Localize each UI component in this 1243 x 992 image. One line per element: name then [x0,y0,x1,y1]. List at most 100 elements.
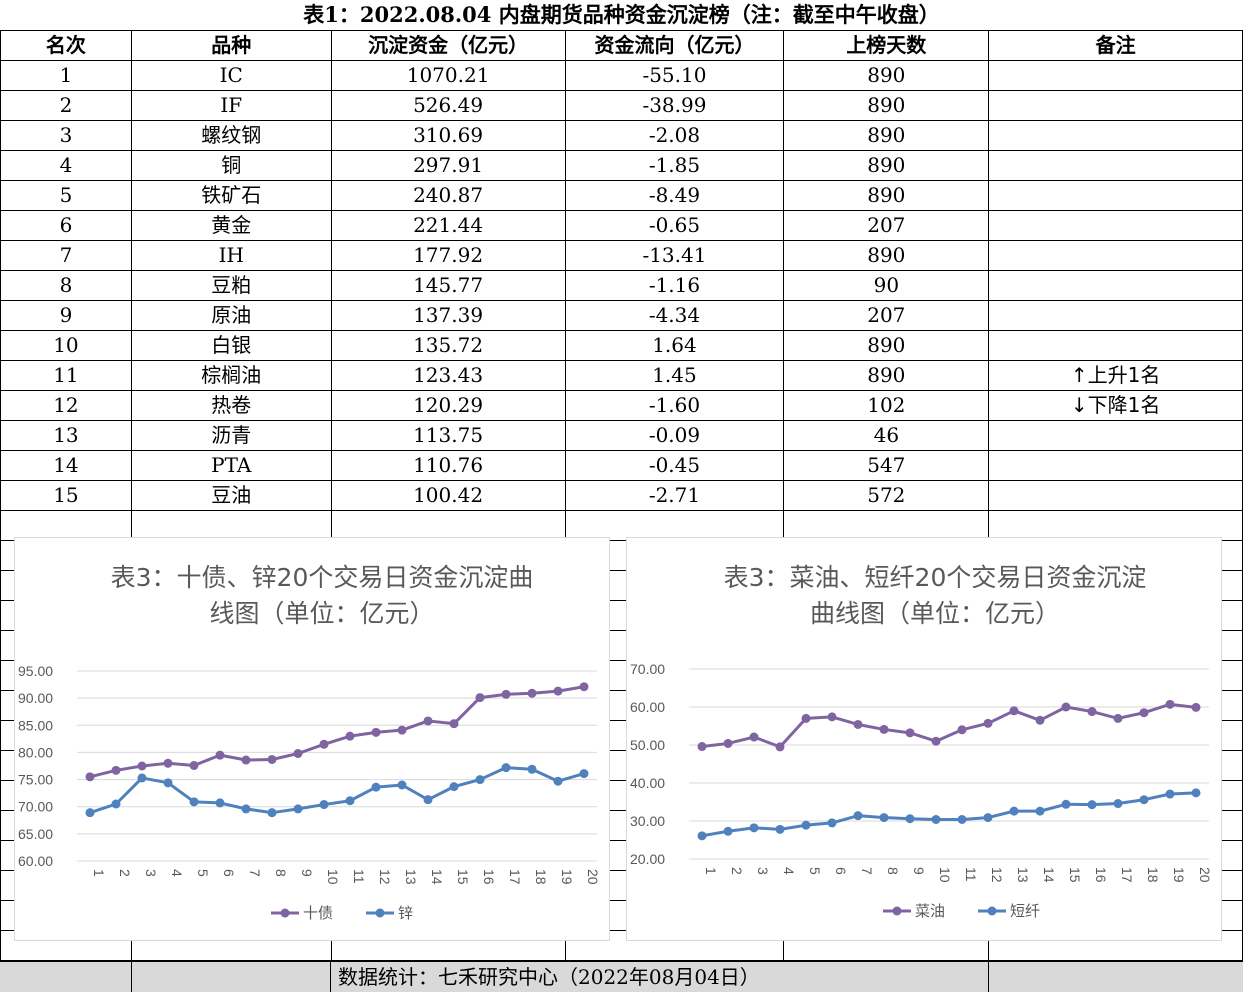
table-cell: 1070.21 [330,60,566,91]
data-point [111,799,121,809]
data-point [1113,799,1123,809]
table-cell: 310.69 [330,120,566,151]
data-point [137,761,147,771]
table-cell: 572 [783,480,990,511]
y-tick-label: 20.00 [630,851,665,867]
y-tick-label: 50.00 [630,737,665,753]
y-tick-label: 90.00 [18,690,53,706]
series-line-菜油 [701,702,1197,749]
data-point [163,758,173,768]
x-tick-label: 12 [989,867,1005,883]
column-header: 沉淀资金（亿元） [330,30,566,61]
data-point [1087,800,1097,810]
table-cell: 13 [0,420,132,451]
data-point [983,813,993,823]
data-point [1087,707,1097,717]
x-tick-label: 6 [221,869,237,877]
x-tick-label: 5 [195,869,211,877]
x-tick-label: 20 [1197,867,1213,883]
table-cell: 890 [783,60,990,91]
empty-cell [988,510,1243,541]
data-point [1061,799,1071,809]
x-tick-label: 14 [429,869,445,885]
legend-label: 菜油 [915,902,945,920]
data-point [449,782,459,792]
table-cell: 棕榈油 [130,360,332,391]
empty-cell [330,510,566,541]
legend-label: 短纤 [1010,902,1040,920]
x-tick-label: 9 [299,869,315,877]
table-cell: -1.60 [564,390,785,421]
x-tick-label: 4 [169,869,185,877]
data-point [749,823,759,833]
data-point [553,776,563,786]
x-tick-label: 7 [859,867,875,875]
table-row: 14 PTA 110.76 -0.45 547 [0,450,1243,481]
data-point [775,824,785,834]
data-point [905,728,915,738]
table-cell: 110.76 [330,450,566,481]
y-tick-label: 70.00 [630,661,665,677]
data-point [85,772,95,782]
legend-label: 锌 [398,904,413,922]
x-tick-label: 10 [325,869,341,885]
remark-cell: ↑上升1名 [988,360,1243,391]
remark-cell [988,240,1243,271]
data-point [111,765,121,775]
table-cell: 白银 [130,330,332,361]
table-cell: -13.41 [564,240,785,271]
table-cell: 547 [783,450,990,481]
table-cell: 145.77 [330,270,566,301]
x-tick-label: 15 [1067,867,1083,883]
x-tick-label: 10 [937,867,953,883]
data-point [319,739,329,749]
empty-cell [0,510,132,541]
table-cell: 890 [783,330,990,361]
data-point [905,814,915,824]
data-point [215,798,225,808]
table-row: 1 IC 1070.21 -55.10 890 [0,60,1243,91]
data-point [137,773,147,783]
x-tick-label: 11 [963,867,979,882]
table-cell: 黄金 [130,210,332,241]
data-point [1009,806,1019,816]
data-point [215,750,225,760]
chart-panel-rapeseed-fiber: 表3：菜油、短纤20个交易日资金沉淀 曲线图（单位：亿元） 20.00 30.00 40… [626,537,1222,941]
chart-title-line: 表3：十债、锌20个交易日资金沉淀曲 [111,563,534,592]
table-cell: IH [130,240,332,271]
table-row: 3 螺纹钢 310.69 -2.08 890 [0,120,1243,151]
y-tick-label: 75.00 [18,772,53,788]
data-point [827,818,837,828]
x-tick-label: 2 [729,867,745,875]
data-point [527,764,537,774]
data-point [475,775,485,785]
table-cell: 7 [0,240,132,271]
y-tick-label: 65.00 [18,826,53,842]
data-point [345,796,355,806]
x-tick-label: 18 [1145,867,1161,883]
table-cell: -2.71 [564,480,785,511]
table-cell: 8 [0,270,132,301]
column-header: 上榜天数 [783,30,990,61]
table-cell: 14 [0,450,132,481]
table-row: 2 IF 526.49 -38.99 890 [0,90,1243,121]
table-row: 12 热卷 120.29 -1.60 102 ↓下降1名 [0,390,1243,421]
empty-cell [130,510,332,541]
x-tick-label: 20 [585,869,601,885]
data-point [501,763,511,773]
data-point [931,814,941,824]
data-point [1061,702,1071,712]
table-cell: -8.49 [564,180,785,211]
remark-cell [988,480,1243,511]
table-row: 15 豆油 100.42 -2.71 572 [0,480,1243,511]
data-point [1191,702,1201,712]
column-header: 名次 [0,30,132,61]
remark-cell [988,450,1243,481]
table-cell: 90 [783,270,990,301]
blank-row [0,510,1243,541]
y-tick-label: 60.00 [630,699,665,715]
x-tick-label: 6 [833,867,849,875]
legend-marker [892,906,902,916]
table-cell: -1.85 [564,150,785,181]
